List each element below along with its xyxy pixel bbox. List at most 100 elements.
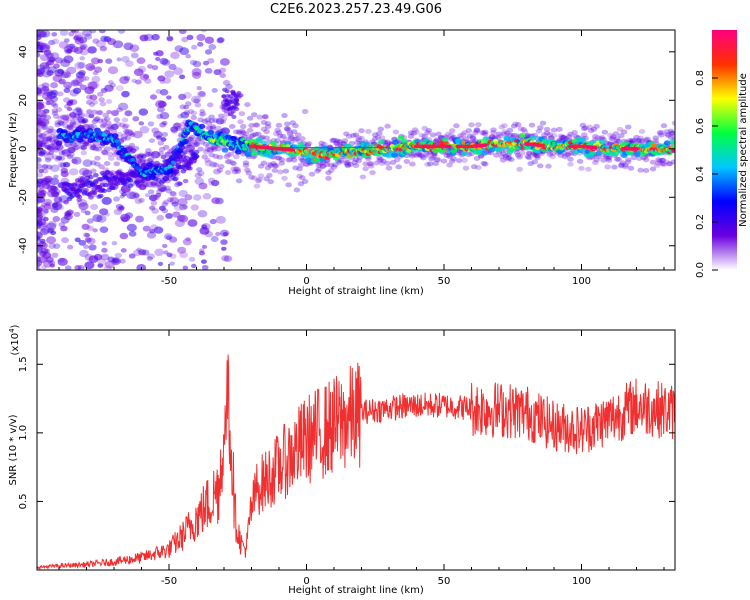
spectrogram-cell	[191, 44, 198, 50]
spectrogram-cell	[201, 118, 208, 124]
spectrogram-cell	[377, 156, 384, 162]
spectrogram-cell	[205, 125, 213, 131]
spectrogram-cell	[191, 68, 202, 76]
spectrogram-cell	[183, 92, 192, 99]
spectrogram-cell	[127, 130, 134, 136]
spectrogram-cell	[91, 109, 98, 115]
spectrogram-cell	[165, 212, 173, 219]
spectrogram-cell	[392, 139, 399, 145]
spectrogram-cell	[178, 189, 188, 198]
spectrogram-cell	[50, 52, 60, 60]
spectrogram-cell	[204, 67, 213, 74]
spectrogram-cell	[642, 137, 650, 143]
spectrogram-cell	[63, 200, 70, 205]
spectrogram-cell	[53, 243, 61, 249]
spectrogram-cell	[37, 214, 44, 219]
spectrogram-cell	[262, 114, 269, 120]
spectrogram-cell	[155, 56, 161, 62]
spectrogram-cell	[443, 141, 449, 146]
spectrogram-cell	[189, 59, 198, 66]
spectrogram-cell	[333, 140, 340, 146]
spectrogram-cell	[498, 124, 505, 130]
spectrogram-cell	[54, 122, 61, 128]
spectrogram-cell	[185, 101, 192, 107]
spectrogram-cell	[138, 108, 149, 116]
spectrogram-cell	[75, 106, 82, 112]
spectrogram-cell	[106, 124, 114, 130]
spectrogram-cell	[72, 87, 82, 94]
spectrogram-cell	[462, 165, 470, 171]
spectrogram-cell	[145, 151, 152, 157]
spectrogram-cell	[95, 39, 106, 48]
spectrogram-cell	[425, 127, 433, 133]
colorbar-tick-label: 0.2	[695, 214, 706, 230]
spectrogram-cell	[264, 165, 272, 171]
spectrogram-cell	[97, 58, 104, 64]
spectrogram-cell	[37, 172, 43, 178]
spectrogram-cell	[37, 156, 42, 162]
spectrogram-cell	[275, 155, 283, 161]
spectrogram-cell	[157, 75, 166, 82]
spectrogram-cell	[202, 141, 210, 147]
spectrogram-cell	[81, 223, 90, 230]
spectrogram-cell	[605, 157, 613, 163]
snr-series-line	[37, 354, 675, 570]
spectrogram-cell	[222, 231, 229, 237]
spectrogram-cell	[473, 127, 481, 133]
spectrogram-cell	[490, 130, 497, 136]
spectrogram-cell	[69, 112, 77, 118]
spectrogram-cell	[135, 158, 142, 164]
spectrogram-cell	[190, 115, 197, 121]
spectrogram-cell	[63, 45, 73, 53]
spectrogram-cell	[113, 117, 120, 123]
spectrogram-cell	[76, 110, 83, 116]
spectrogram-cell	[255, 136, 263, 142]
spectrogram-cell	[53, 174, 59, 179]
spectrogram-cell	[43, 198, 53, 206]
spectrogram-cell	[42, 168, 49, 174]
spectrogram-cell	[140, 154, 147, 159]
spectrogram-cell	[55, 140, 63, 146]
spectrogram-cell	[446, 162, 453, 168]
spectrogram-cell	[169, 191, 177, 197]
spectrogram-cell	[92, 38, 100, 44]
spectrogram-cell	[37, 134, 45, 142]
spectrogram-frame	[36, 29, 676, 271]
spectrogram-cell	[161, 243, 168, 249]
spectrogram-cell	[79, 144, 86, 150]
spectrogram-cell	[37, 259, 43, 267]
spectrogram-cell	[37, 68, 42, 73]
spectrogram-cell	[72, 115, 79, 121]
spectrogram-cell	[114, 252, 123, 259]
spectrogram-cell	[282, 136, 290, 142]
spectrogram-cell	[567, 161, 574, 167]
spectrogram-cell	[49, 185, 57, 191]
spectrogram-cell	[341, 138, 349, 144]
spectrogram-cell	[54, 57, 64, 64]
spectrogram-cell	[44, 157, 52, 163]
spectrogram-cell	[303, 161, 310, 167]
spectrogram-cell	[105, 58, 113, 64]
spectrogram-cell	[37, 34, 42, 41]
spectrogram-cell	[179, 104, 186, 110]
spectrogram-cell	[89, 94, 98, 101]
spectrogram-cell	[424, 130, 431, 136]
spectrogram-cell	[117, 30, 126, 34]
spectrogram-cell	[421, 133, 428, 139]
spectrogram-cell	[45, 101, 51, 106]
spectrogram-cell	[94, 116, 101, 122]
spectrogram-cell	[245, 149, 253, 155]
spectrogram-cell	[103, 265, 112, 270]
spectrogram-cell	[43, 209, 49, 214]
spectrogram-cell	[186, 34, 194, 40]
spectrogram-cell	[37, 72, 44, 78]
spectrogram-cell	[99, 208, 109, 216]
spectrogram-cell	[77, 265, 85, 270]
spectrogram-cell	[73, 113, 81, 119]
spectrogram-cell	[51, 191, 59, 198]
spectrogram-cell	[468, 122, 475, 128]
spectrogram-cell	[286, 156, 294, 162]
spectrogram-cell	[81, 119, 87, 124]
spectrogram-cell	[663, 131, 670, 137]
spectrogram-cell	[524, 132, 532, 138]
